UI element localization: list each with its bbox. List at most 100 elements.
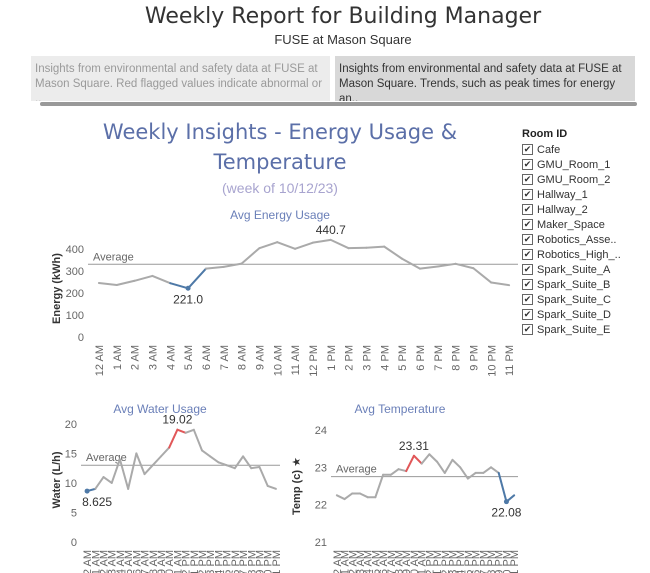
series-line-segment[interactable] bbox=[454, 262, 475, 270]
series-line-segment[interactable] bbox=[311, 238, 332, 244]
checkbox-checked-icon[interactable]: ✔ bbox=[522, 324, 533, 335]
series-line-segment[interactable] bbox=[97, 281, 118, 286]
series-line-segment[interactable] bbox=[383, 245, 404, 260]
series-line-segment[interactable] bbox=[397, 468, 408, 473]
series-line-segment[interactable] bbox=[472, 267, 493, 284]
x-tick-label: 7 PM bbox=[478, 550, 490, 573]
series-line-segment[interactable] bbox=[240, 247, 261, 265]
series-line-segment[interactable] bbox=[329, 238, 350, 250]
legend-item[interactable]: ✔ Hallway_2 bbox=[522, 202, 650, 217]
series-line-segment[interactable] bbox=[159, 446, 171, 458]
legend-item[interactable]: ✔ Maker_Space bbox=[522, 217, 650, 232]
series-line-segment[interactable] bbox=[343, 492, 354, 501]
min-point[interactable] bbox=[185, 285, 191, 291]
series-line-segment[interactable] bbox=[258, 466, 269, 487]
legend-item[interactable]: ✔ Cafe bbox=[522, 142, 650, 157]
legend-item[interactable]: ✔ GMU_Room_2 bbox=[522, 172, 650, 187]
series-line-segment[interactable] bbox=[169, 282, 190, 290]
series-line-segment[interactable] bbox=[102, 476, 113, 484]
checkbox-checked-icon[interactable]: ✔ bbox=[522, 279, 533, 290]
series-line-segment[interactable] bbox=[118, 458, 130, 490]
legend-item[interactable]: ✔ GMU_Room_1 bbox=[522, 157, 650, 172]
checkbox-checked-icon[interactable]: ✔ bbox=[522, 264, 533, 275]
series-line-segment[interactable] bbox=[217, 461, 228, 467]
series-line-segment[interactable] bbox=[133, 274, 154, 282]
series-line-segment[interactable] bbox=[242, 455, 253, 470]
series-line-segment[interactable] bbox=[94, 476, 105, 490]
series-line-segment[interactable] bbox=[405, 454, 415, 473]
checkbox-checked-icon[interactable]: ✔ bbox=[522, 249, 533, 260]
y-tick-label: 5 bbox=[71, 507, 77, 519]
legend-item[interactable]: ✔ Spark_Suite_D bbox=[522, 307, 650, 322]
x-tick-label: 6 AM bbox=[131, 550, 143, 573]
series-line-segment[interactable] bbox=[135, 452, 146, 476]
series-line-segment[interactable] bbox=[418, 265, 439, 270]
series-line-segment[interactable] bbox=[294, 241, 314, 250]
checkbox-checked-icon[interactable]: ✔ bbox=[522, 159, 533, 170]
series-line-segment[interactable] bbox=[110, 458, 121, 484]
legend-item[interactable]: ✔ Hallway_1 bbox=[522, 187, 650, 202]
series-line-segment[interactable] bbox=[401, 257, 421, 270]
series-line-segment[interactable] bbox=[459, 466, 469, 480]
series-line-segment[interactable] bbox=[490, 281, 511, 287]
series-line-segment[interactable] bbox=[365, 245, 386, 249]
series-line-segment[interactable] bbox=[490, 466, 500, 474]
series-line-segment[interactable] bbox=[436, 262, 457, 268]
legend-item[interactable]: ✔ Spark_Suite_E bbox=[522, 322, 650, 337]
series-line-segment[interactable] bbox=[151, 455, 162, 467]
legend-item[interactable]: ✔ Spark_Suite_C bbox=[522, 292, 650, 307]
series-line-segment[interactable] bbox=[466, 471, 477, 480]
series-line-segment[interactable] bbox=[176, 428, 187, 434]
series-line-segment[interactable] bbox=[412, 454, 423, 465]
series-line-segment[interactable] bbox=[222, 262, 243, 268]
series-line-segment[interactable] bbox=[115, 279, 136, 286]
series-line-segment[interactable] bbox=[335, 494, 346, 501]
min-point[interactable] bbox=[503, 499, 509, 505]
series-line-segment[interactable] bbox=[266, 484, 277, 490]
story-tab-2[interactable]: Insights from environmental and safety d… bbox=[335, 56, 635, 101]
series-line-segment[interactable] bbox=[374, 473, 385, 499]
legend-item[interactable]: ✔ Robotics_Asse.. bbox=[522, 232, 650, 247]
series-line-segment[interactable] bbox=[497, 471, 508, 503]
series-line-segment[interactable] bbox=[389, 468, 400, 476]
checkbox-checked-icon[interactable]: ✔ bbox=[522, 234, 533, 245]
checkbox-checked-icon[interactable]: ✔ bbox=[522, 309, 533, 320]
story-tab-1[interactable]: Insights from environmental and safety d… bbox=[31, 56, 330, 101]
series-line-segment[interactable] bbox=[184, 428, 195, 434]
min-data-label: 22.08 bbox=[491, 506, 521, 520]
checkbox-checked-icon[interactable]: ✔ bbox=[522, 174, 533, 185]
series-line-segment[interactable] bbox=[443, 458, 454, 474]
series-line-segment[interactable] bbox=[225, 464, 236, 470]
series-line-segment[interactable] bbox=[482, 466, 493, 474]
series-line-segment[interactable] bbox=[358, 492, 369, 499]
checkbox-checked-icon[interactable]: ✔ bbox=[522, 144, 533, 155]
series-line-segment[interactable] bbox=[451, 458, 462, 469]
series-line-segment[interactable] bbox=[201, 449, 212, 458]
legend-item[interactable]: ✔ Spark_Suite_A bbox=[522, 262, 650, 277]
series-line-segment[interactable] bbox=[420, 453, 431, 465]
series-line-segment[interactable] bbox=[258, 241, 279, 250]
checkbox-checked-icon[interactable]: ✔ bbox=[522, 204, 533, 215]
series-line-segment[interactable] bbox=[233, 455, 245, 470]
checkbox-checked-icon[interactable]: ✔ bbox=[522, 294, 533, 305]
series-line-segment[interactable] bbox=[143, 464, 154, 476]
checkbox-checked-icon[interactable]: ✔ bbox=[522, 189, 533, 200]
series-line-segment[interactable] bbox=[250, 466, 261, 470]
min-point[interactable] bbox=[84, 488, 90, 494]
x-tick-label: 8 AM bbox=[394, 550, 406, 573]
series-line-segment[interactable] bbox=[127, 452, 138, 490]
checkbox-checked-icon[interactable]: ✔ bbox=[522, 219, 533, 230]
legend-item[interactable]: ✔ Robotics_High_.. bbox=[522, 247, 650, 262]
series-line-segment[interactable] bbox=[428, 453, 439, 463]
legend-item[interactable]: ✔ Spark_Suite_B bbox=[522, 277, 650, 292]
series-line-segment[interactable] bbox=[209, 455, 220, 464]
series-line-segment[interactable] bbox=[276, 241, 297, 250]
series-line-segment[interactable] bbox=[436, 460, 446, 474]
series-line-segment[interactable] bbox=[151, 274, 172, 285]
series-line-segment[interactable] bbox=[187, 267, 207, 290]
y-tick-label: 23 bbox=[315, 462, 327, 474]
series-line-segment[interactable] bbox=[168, 428, 179, 449]
series-line-segment[interactable] bbox=[192, 428, 204, 452]
series-line-segment[interactable] bbox=[204, 265, 225, 270]
